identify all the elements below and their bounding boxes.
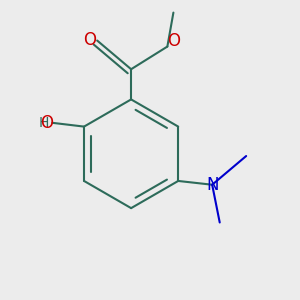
Text: N: N (206, 176, 218, 194)
Text: H: H (39, 116, 49, 130)
Text: O: O (40, 114, 53, 132)
Text: O: O (83, 31, 96, 49)
Text: O: O (167, 32, 180, 50)
